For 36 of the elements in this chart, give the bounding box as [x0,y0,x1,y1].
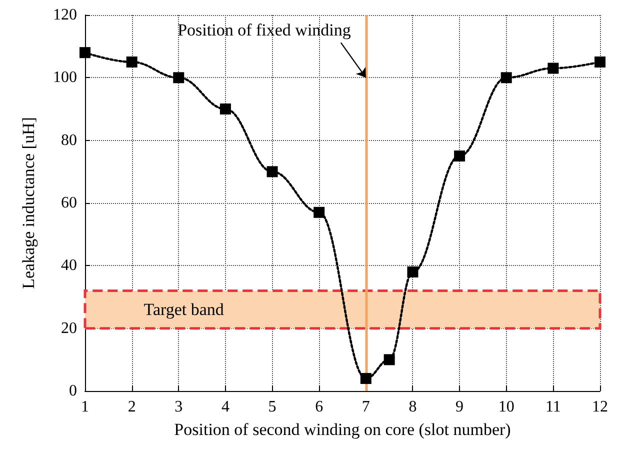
point [407,266,418,278]
point [314,206,325,218]
point [173,72,184,84]
x-tick-label: 5 [268,398,276,416]
y-axis-title: Leakage inductance [uH] [19,117,38,289]
y-tick-label: 60 [61,194,77,212]
y-tick-label: 20 [61,320,77,337]
x-tick-label: 7 [362,398,370,416]
x-tick-label: 2 [128,398,136,416]
point [126,56,138,68]
y-tick-label: 40 [61,257,77,274]
x-tick-label: 12 [592,398,608,416]
point [384,354,395,366]
point [454,150,466,162]
point [266,166,278,178]
x-tick-label: 8 [408,398,417,416]
y-tick-label: 120 [53,6,77,24]
point [80,47,90,58]
point [500,72,512,84]
annotation: Position of fixed winding [178,20,352,40]
x-tick-label: 6 [315,398,324,416]
point [220,104,231,114]
y-tick-label: 0 [69,382,77,400]
y-tick-label: 100 [53,69,77,86]
x-tick-label: 11 [545,398,561,416]
y-tick-label: 80 [61,132,77,149]
x-axis-title: Position of second winding on core (slot number) [174,420,511,439]
x-tick-label: 10 [498,398,514,416]
point [548,62,559,74]
point [594,56,606,68]
x-tick-label: 9 [456,398,464,416]
point [360,372,372,384]
x-tick-label: 4 [221,398,230,416]
band-label: Target band [144,300,224,320]
x-tick-label: 3 [174,398,183,416]
x-tick-label: 1 [81,398,89,416]
